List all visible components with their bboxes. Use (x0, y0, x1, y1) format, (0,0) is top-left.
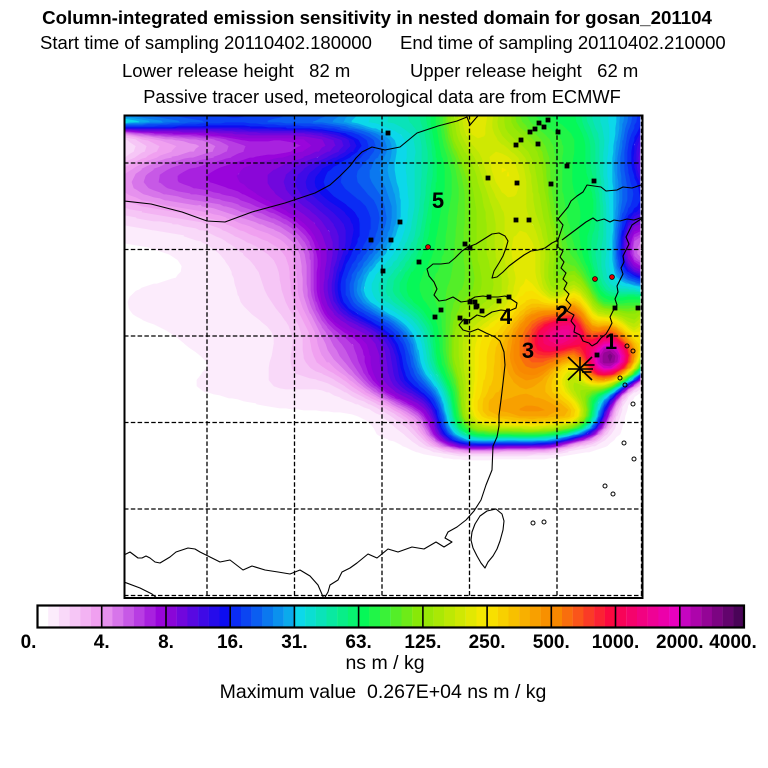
svg-text:4: 4 (500, 304, 513, 329)
svg-text:Upper release height 62 m: Upper release height 62 m (410, 60, 638, 81)
svg-text:5: 5 (432, 188, 444, 213)
svg-text:ns m / kg: ns m / kg (345, 652, 424, 674)
svg-text:Lower release height 82 m: Lower release height 82 m (122, 60, 350, 81)
svg-text:4.: 4. (94, 632, 110, 653)
svg-text:3: 3 (522, 338, 534, 363)
svg-text:2: 2 (556, 301, 568, 326)
svg-text:500.: 500. (533, 632, 570, 653)
svg-text:1000.: 1000. (592, 632, 640, 653)
svg-text:Start time of sampling 2011040: Start time of sampling 20110402.180000 (40, 32, 372, 53)
svg-text:31.: 31. (281, 632, 307, 653)
svg-text:8.: 8. (158, 632, 174, 653)
svg-text:16.: 16. (217, 632, 243, 653)
svg-text:4000.: 4000. (709, 632, 757, 653)
svg-text:Maximum value 0.267E+04 ns m: Maximum value 0.267E+04 ns m / kg (220, 681, 547, 703)
svg-text:End time of sampling 20110402.: End time of sampling 20110402.210000 (400, 32, 726, 53)
svg-text:125.: 125. (404, 632, 441, 653)
svg-text:63.: 63. (345, 632, 371, 653)
svg-text:Passive tracer used, meteorolo: Passive tracer used, meteorological data… (143, 86, 621, 107)
svg-text:1: 1 (605, 329, 617, 354)
svg-text:0.: 0. (21, 632, 37, 653)
svg-text:Column-integrated emission sen: Column-integrated emission sensitivity i… (42, 7, 712, 28)
svg-text:2000.: 2000. (656, 632, 704, 653)
svg-text:250.: 250. (469, 632, 506, 653)
